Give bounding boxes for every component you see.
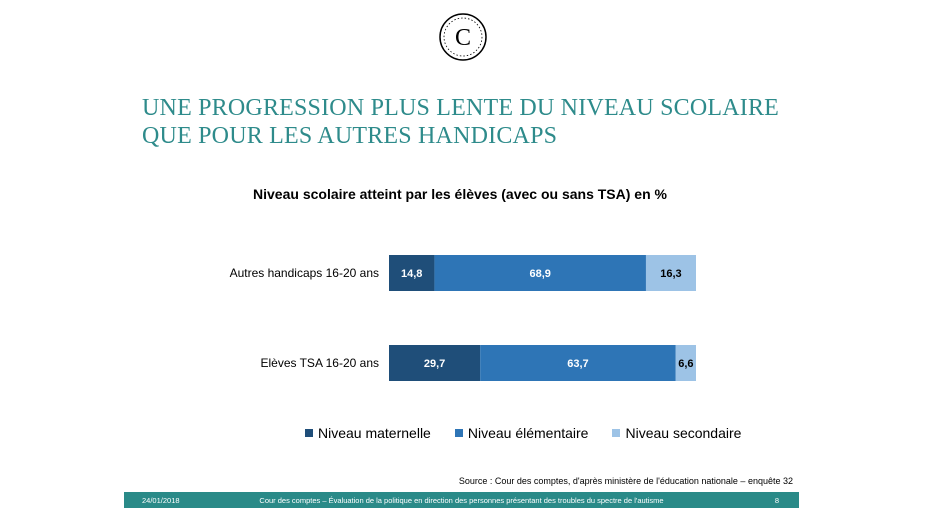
data-label: 29,7 xyxy=(424,358,445,370)
footer-text: Cour des comptes – Évaluation de la poli… xyxy=(259,495,664,505)
footer-bar: 24/01/2018 Cour des comptes – Évaluation… xyxy=(124,492,799,508)
page-number: 8 xyxy=(774,495,779,505)
legend-swatch-maternelle xyxy=(305,429,313,437)
legend-label-elementaire: Niveau élémentaire xyxy=(467,425,589,441)
slide-title-line-2: QUE POUR LES AUTRES HANDICAPS xyxy=(142,123,558,149)
legend-swatch-secondaire xyxy=(612,429,621,437)
bar-segment xyxy=(675,345,696,381)
legend-label-maternelle: Niveau maternelle xyxy=(318,425,431,441)
bar-segment xyxy=(434,255,646,291)
bar-segment xyxy=(389,345,481,381)
svg-text:C: C xyxy=(455,25,471,51)
chart-title: Niveau scolaire atteint par les élèves (… xyxy=(253,186,667,202)
category-label: Elèves TSA 16-20 ans xyxy=(260,356,379,370)
data-label: 16,3 xyxy=(660,268,681,280)
source-note: Source : Cour des comptes, d'après minis… xyxy=(458,476,793,486)
category-label: Autres handicaps 16-20 ans xyxy=(230,266,379,280)
cour-des-comptes-logo-icon: C xyxy=(438,12,488,62)
bar-segment xyxy=(480,345,676,381)
bar-segment xyxy=(389,255,435,291)
stacked-bar-chart: Autres handicaps 16-20 ans 14,8 68,9 16,3 El… xyxy=(230,255,696,381)
legend-item-maternelle: Niveau maternelle xyxy=(305,425,431,441)
legend-item-elementaire: Niveau élémentaire xyxy=(454,425,589,441)
data-label: 14,8 xyxy=(401,268,422,280)
data-label: 68,9 xyxy=(529,268,550,280)
data-label: 6,6 xyxy=(678,358,693,370)
legend-item-secondaire: Niveau secondaire xyxy=(612,425,741,441)
chart-legend: Niveau maternelle Niveau élémentaire Niv… xyxy=(305,425,741,441)
legend-swatch-elementaire xyxy=(454,429,463,437)
legend-label-secondaire: Niveau secondaire xyxy=(625,425,742,441)
bar-segment xyxy=(645,255,696,291)
slide-title: UNE PROGRESSION PLUS LENTE DU NIVEAU SCO… xyxy=(142,94,842,150)
footer-date: 24/01/2018 xyxy=(142,495,180,505)
slide-title-line-1: UNE PROGRESSION PLUS LENTE DU NIVEAU SCO… xyxy=(142,95,780,121)
data-label: 63,7 xyxy=(567,358,588,370)
